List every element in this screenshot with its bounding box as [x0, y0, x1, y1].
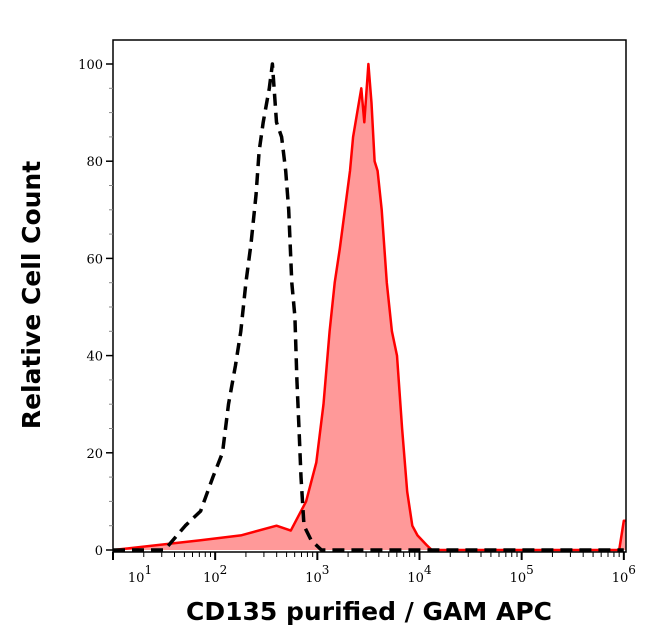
- x-tick-label: 101: [128, 563, 152, 586]
- y-tick-label: 20: [86, 447, 103, 462]
- y-tick-label: 0: [95, 544, 103, 559]
- x-axis-label: CD135 purified / GAM APC: [186, 597, 552, 626]
- isotype-line: [113, 62, 624, 552]
- x-tick-label: 106: [612, 563, 636, 586]
- plot-frame: [112, 39, 627, 553]
- y-axis-label: Relative Cell Count: [17, 161, 46, 429]
- x-tick-label: 103: [305, 563, 329, 586]
- series-fill: [113, 64, 626, 550]
- x-tick-label: 102: [203, 563, 227, 586]
- y-tick-label: 60: [86, 252, 103, 267]
- x-tick-label: 105: [510, 563, 534, 586]
- y-tick-label: 100: [78, 58, 103, 73]
- x-tick-label: 104: [407, 563, 432, 586]
- y-tick-label: 40: [86, 350, 103, 365]
- y-tick-label: 80: [86, 155, 103, 170]
- sample-line: [112, 62, 626, 552]
